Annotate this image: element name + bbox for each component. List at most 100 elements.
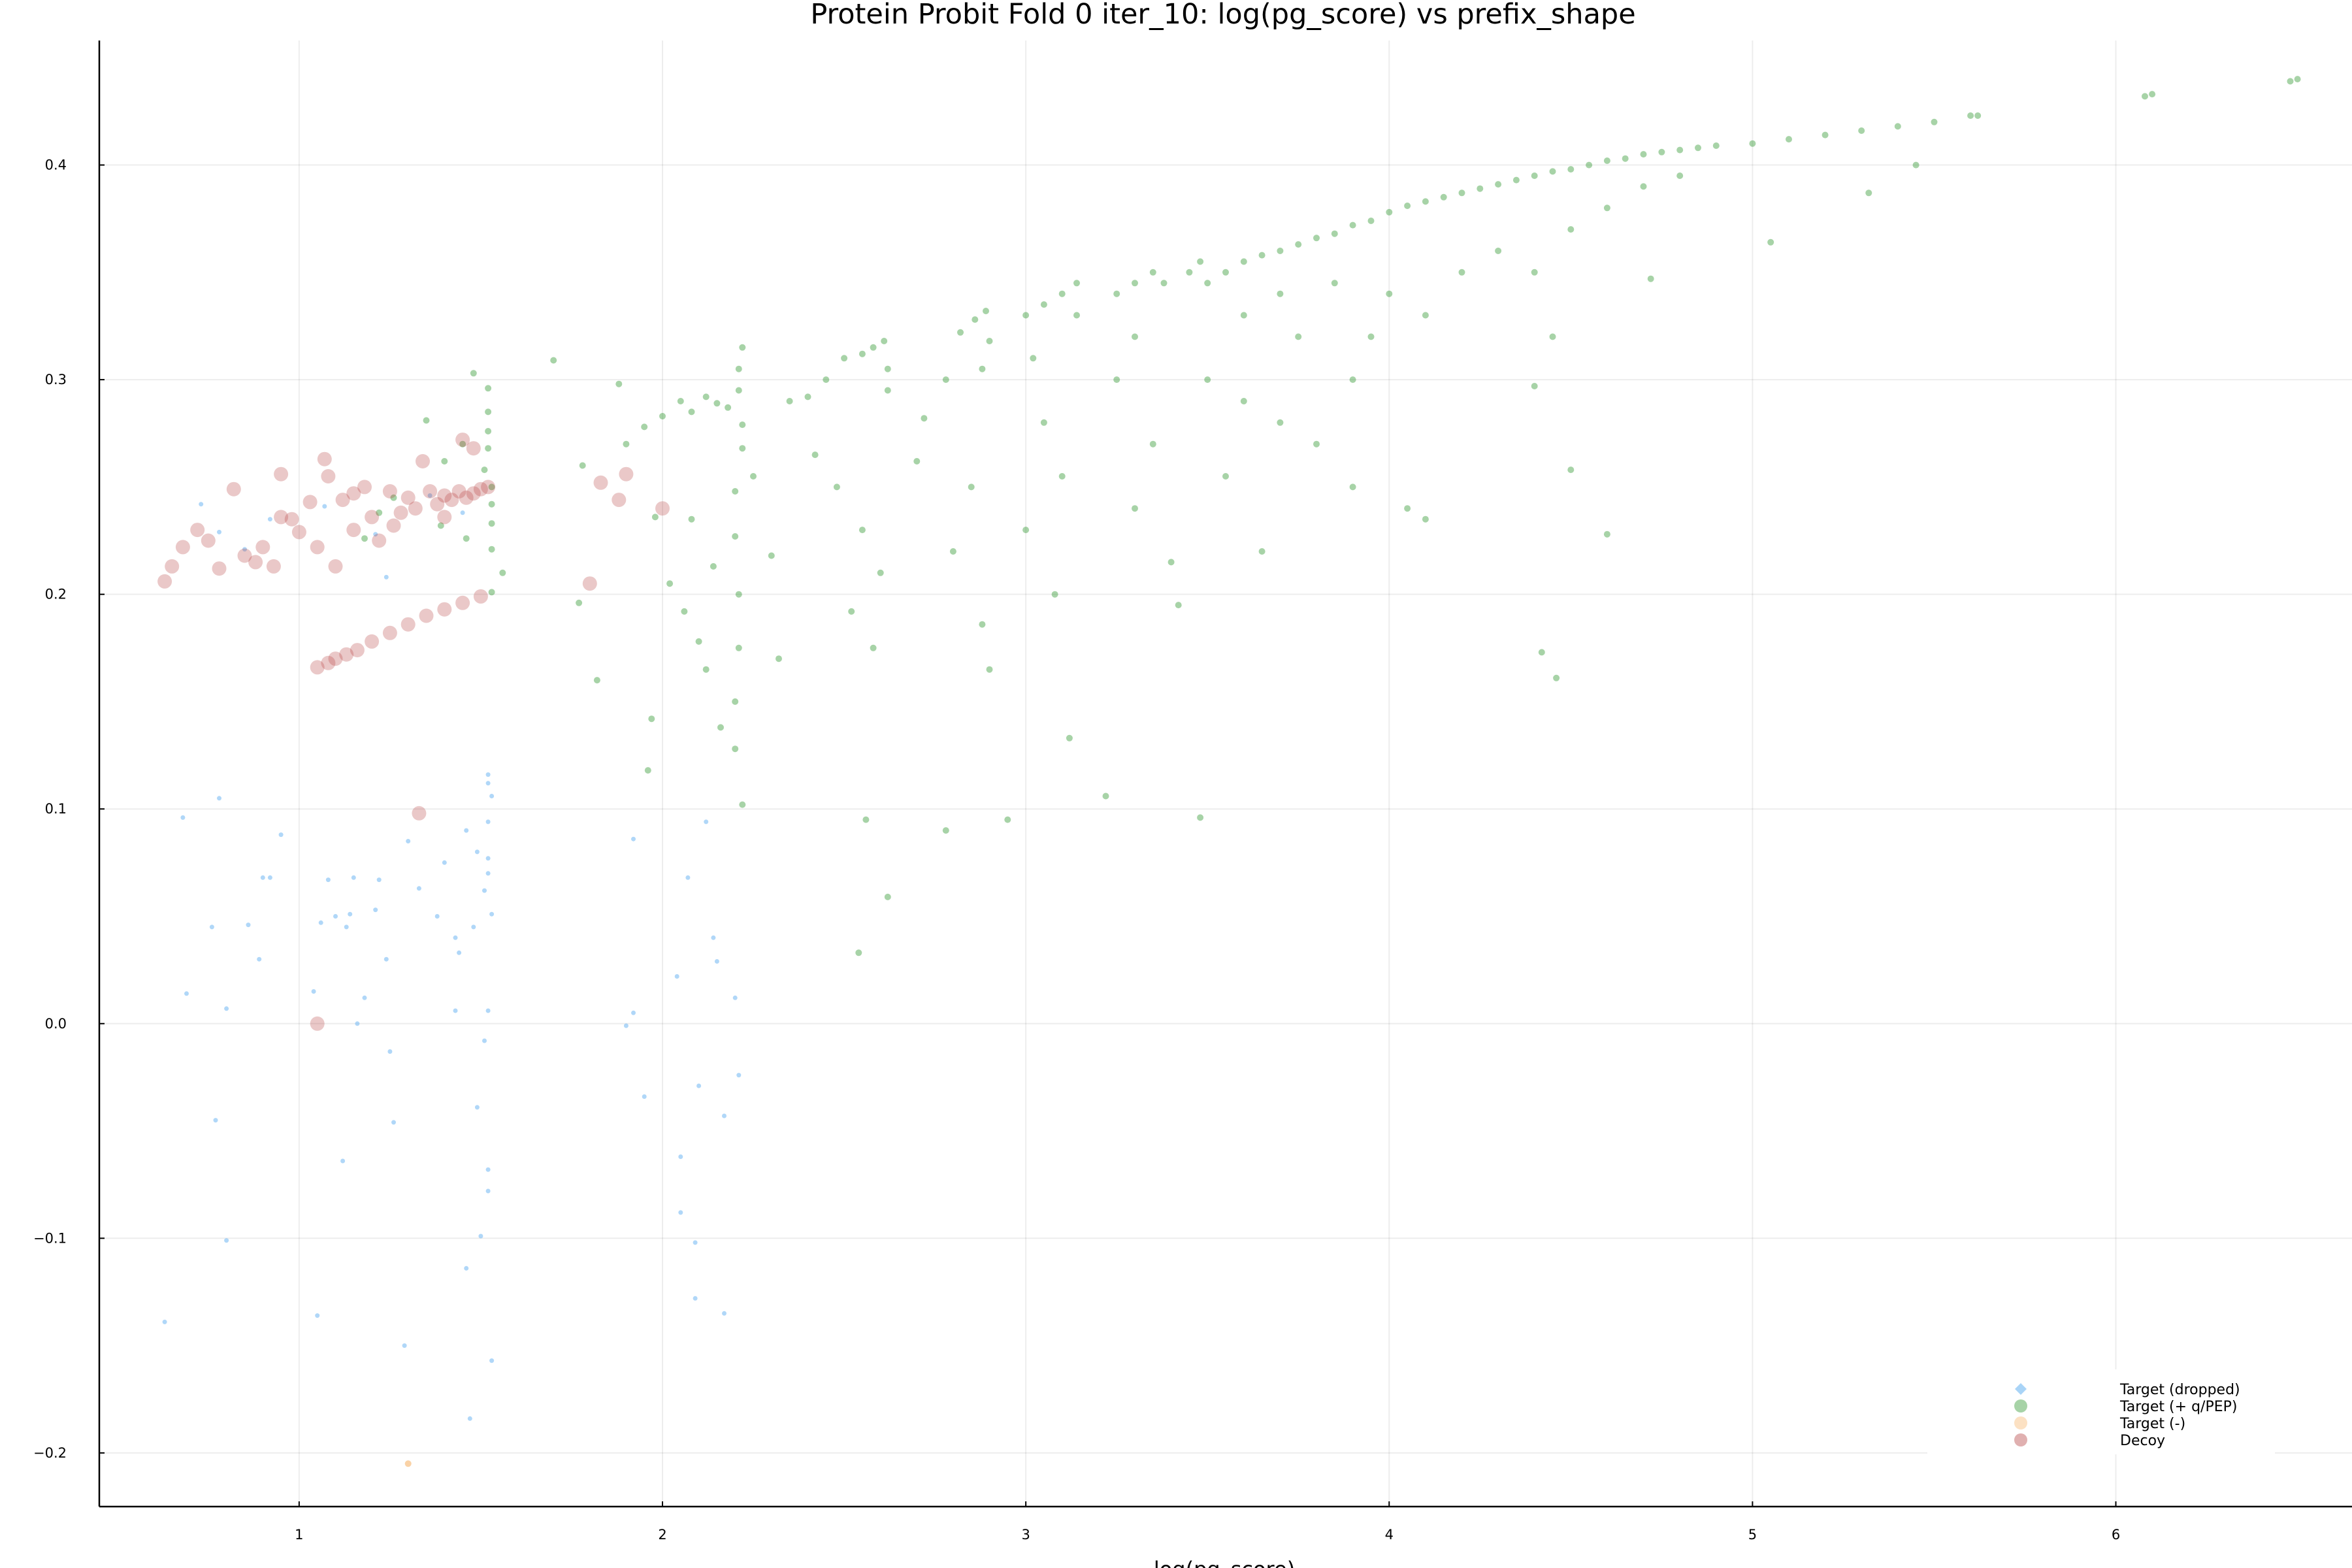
data-point: [357, 480, 372, 495]
data-point: [466, 486, 481, 501]
data-point: [722, 1311, 727, 1316]
data-point: [732, 745, 739, 753]
data-point: [1073, 312, 1080, 319]
data-point: [453, 1008, 458, 1013]
data-point: [190, 523, 205, 538]
series-points: [361, 76, 2301, 956]
data-point: [1531, 269, 1538, 276]
data-point: [1102, 792, 1109, 800]
data-point: [485, 1008, 491, 1013]
data-point: [471, 924, 476, 930]
data-point: [267, 875, 272, 880]
data-point: [688, 515, 695, 523]
data-point: [328, 559, 343, 574]
data-point: [1040, 301, 1047, 308]
data-point: [1186, 269, 1193, 276]
data-point: [710, 563, 717, 570]
data-point: [246, 923, 251, 928]
y-tick-label: 0.0: [45, 1016, 67, 1032]
data-point: [444, 493, 459, 508]
x-tick-label: 5: [1748, 1527, 1757, 1543]
data-point: [463, 535, 470, 542]
data-point: [688, 408, 695, 416]
data-point: [1622, 155, 1629, 162]
data-point: [1367, 218, 1375, 224]
data-point: [455, 595, 470, 610]
data-point: [430, 497, 445, 512]
data-point: [1712, 142, 1720, 149]
data-point: [1440, 193, 1447, 201]
data-point: [693, 1240, 698, 1245]
data-point: [968, 483, 975, 491]
data-point: [641, 423, 648, 431]
data-point: [488, 589, 495, 596]
data-point: [659, 413, 666, 419]
data-point: [217, 796, 221, 801]
data-point: [400, 490, 416, 505]
data-point: [1495, 181, 1502, 188]
legend-box: [1927, 1369, 2275, 1454]
data-point: [373, 907, 378, 913]
data-point: [260, 875, 265, 880]
data-point: [351, 875, 356, 880]
data-point: [274, 510, 289, 525]
data-point: [1422, 198, 1429, 205]
data-point: [434, 914, 440, 919]
data-point: [482, 888, 487, 893]
data-point: [311, 989, 316, 994]
data-point: [485, 856, 491, 861]
data-point: [623, 1023, 629, 1028]
data-point: [725, 404, 732, 411]
data-point: [322, 504, 327, 509]
data-point: [274, 466, 289, 482]
data-point: [804, 393, 811, 400]
data-point: [858, 527, 866, 534]
data-point: [1458, 189, 1465, 197]
data-point: [1313, 440, 1320, 448]
data-point: [437, 510, 452, 525]
data-point: [437, 602, 452, 617]
data-point: [884, 387, 891, 394]
data-point: [677, 398, 684, 404]
legend: Target (dropped)Target (+ q/PEP)Target (…: [1927, 1369, 2275, 1454]
data-point: [467, 1416, 472, 1421]
data-point: [1512, 176, 1520, 184]
data-point: [485, 428, 492, 434]
data-point: [365, 634, 380, 649]
data-point: [412, 806, 427, 821]
data-point: [248, 555, 263, 570]
data-point: [474, 849, 480, 855]
data-point: [499, 569, 506, 576]
legend-marker: [2015, 1383, 2027, 1395]
data-point: [1531, 383, 1538, 389]
data-point: [1858, 127, 1865, 134]
data-point: [489, 794, 495, 798]
data-point: [1477, 185, 1484, 192]
data-point: [2287, 78, 2294, 85]
data-point: [593, 475, 608, 490]
data-point: [881, 338, 888, 344]
data-point: [315, 1313, 320, 1318]
data-point: [957, 329, 964, 336]
x-axis-label: log(pg_score): [1154, 1557, 1295, 1568]
data-point: [884, 893, 891, 900]
data-point: [1658, 148, 1665, 155]
data-point: [1175, 602, 1182, 609]
data-point: [1603, 157, 1610, 164]
data-point: [199, 502, 204, 507]
data-point: [416, 454, 430, 468]
data-point: [1204, 280, 1211, 287]
data-point: [291, 525, 306, 540]
data-point: [267, 517, 272, 522]
series-points: [162, 493, 742, 1421]
data-point: [631, 836, 636, 841]
data-point: [1277, 419, 1284, 426]
data-point: [255, 540, 270, 555]
data-point: [576, 599, 583, 606]
data-point: [1640, 183, 1647, 190]
data-point: [464, 1266, 469, 1271]
tick-labels: 1 2 3 4 5 6 −0.2 −0.1 0.0 0.1 0.2 0.3 0.4: [33, 157, 2120, 1543]
data-point: [1295, 241, 1302, 248]
data-point: [474, 1105, 480, 1110]
data-point: [1586, 161, 1593, 169]
